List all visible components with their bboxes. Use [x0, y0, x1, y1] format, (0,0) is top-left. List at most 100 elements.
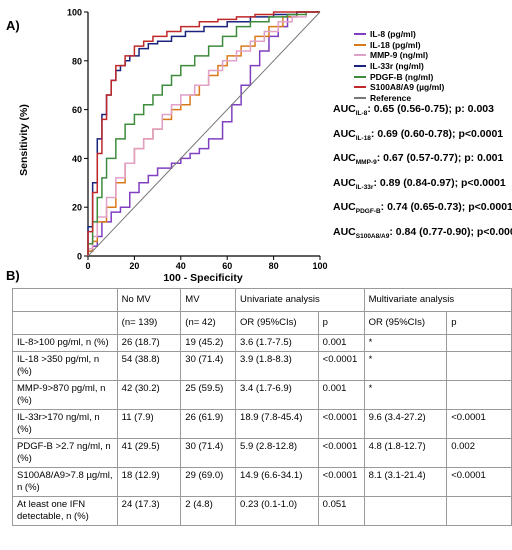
table-cell: 5.9 (2.8-12.8) — [235, 438, 319, 468]
roc-chart: 0 20 40 60 80 100 0 20 40 60 80 100 — [67, 8, 328, 272]
legend-swatch — [354, 54, 366, 57]
series-layer — [87, 11, 321, 257]
y-tick-label: 20 — [72, 203, 82, 213]
series-line-2 — [87, 11, 320, 256]
x-tick-label: 20 — [129, 261, 139, 271]
table-cell: 4.8 (1.8-12.7) — [363, 438, 448, 468]
y-tick-label: 80 — [72, 56, 82, 66]
legend-item: Reference — [354, 93, 444, 104]
table-row: IL-33r>170 ng/ml, n (%) 11 (7.9) 26 (61.9)… — [12, 409, 512, 439]
table-cell — [446, 351, 512, 381]
table-subheader-row: (n= 139) (n= 42) OR (95%CIs) p OR (95%CI… — [12, 311, 512, 335]
auc-subscript: PDGF-B — [355, 208, 381, 216]
row-label-cell: S100A8/A9>7.8 µg/ml, n (%) — [12, 467, 118, 497]
auc-prefix: AUC — [333, 127, 356, 140]
legend-label: PDGF-B (ng/ml) — [370, 71, 434, 82]
table-header-row: No MV MV Univariate analysis Multivariat… — [12, 288, 512, 312]
header-cell: Multivariate analysis — [363, 288, 512, 312]
table-cell: 0.002 — [446, 438, 512, 468]
auc-prefix: AUC — [333, 152, 356, 165]
header-cell — [12, 311, 118, 335]
series-line-1 — [87, 11, 320, 256]
table-cell — [446, 496, 512, 526]
table-row: MMP-9>870 pg/ml, n (%) 42 (30.2) 25 (59.5)… — [12, 380, 512, 410]
x-axis-label: 100 - Specificity — [163, 272, 243, 284]
table-cell: 2 (4.8) — [180, 496, 237, 526]
panel-b-label: B) — [6, 268, 20, 283]
table-cell: 3.4 (1.7-6.9) — [235, 380, 319, 410]
x-tick-label: 60 — [222, 261, 232, 271]
table-cell: 18.9 (7.8-45.4) — [235, 409, 319, 439]
table-row: PDGF-B >2.7 ng/ml, n (%) 41 (29.5) 30 (71.… — [12, 438, 512, 468]
header-cell: MV — [180, 288, 237, 312]
table-cell: 0.051 — [317, 496, 365, 526]
legend-swatch — [354, 43, 366, 46]
auc-subscript: S100A8/A9 — [355, 233, 390, 241]
table-cell: <0.0001 — [317, 351, 365, 381]
auc-annotation: AUCIL-18: 0.69 (0.60-0.78); p<0.0001 — [333, 128, 503, 142]
header-cell: p — [317, 311, 365, 335]
auc-prefix: AUC — [333, 201, 356, 214]
table-cell: 41 (29.5) — [116, 438, 182, 468]
legend-item: PDGF-B (ng/ml) — [354, 71, 444, 82]
auc-prefix: AUC — [333, 226, 356, 238]
header-cell: OR (95%CIs) — [235, 311, 319, 335]
legend-label: IL-33r (ng/ml) — [370, 61, 424, 72]
legend-swatch — [354, 33, 366, 36]
row-label-cell: IL-8>100 pg/ml, n (%) — [12, 334, 118, 352]
table-cell — [446, 380, 512, 410]
table-cell: 54 (38.8) — [116, 351, 182, 381]
legend-item: IL-18 (pg/ml) — [354, 40, 444, 51]
header-cell: (n= 42) — [180, 311, 237, 335]
auc-subscript: IL-18 — [355, 134, 371, 142]
auc-subscript: IL-8 — [355, 110, 368, 118]
table-cell: 8.1 (3.1-21.4) — [363, 467, 448, 497]
table-cell: 26 (18.7) — [116, 334, 182, 352]
table-cell: * — [363, 351, 448, 381]
table-cell: 3.6 (1.7-7.5) — [235, 334, 319, 352]
table-cell: 30 (71.4) — [180, 438, 237, 468]
x-tick-label: 40 — [176, 261, 186, 271]
results-table: No MV MV Univariate analysis Multivariat… — [12, 288, 512, 526]
chart-legend: IL-8 (pg/ml) IL-18 (pg/ml) MMP-9 (ng/ml) IL… — [354, 29, 444, 103]
legend-swatch — [354, 86, 366, 89]
table-cell: 11 (7.9) — [116, 409, 182, 439]
auc-value: : 0.67 (0.57-0.77); p: 0.001 — [376, 152, 504, 165]
auc-subscript: MMP-9 — [355, 159, 377, 167]
series-line-6 — [87, 11, 321, 257]
legend-label: MMP-9 (ng/ml) — [370, 50, 429, 61]
auc-annotation: AUCIL-8: 0.65 (0.56-0.75); p: 0.003 — [333, 103, 494, 117]
table-body: IL-8>100 pg/ml, n (%) 26 (18.7) 19 (45.2) 3… — [12, 334, 512, 526]
y-axis-label: Sensitivity (%) — [18, 104, 30, 176]
legend-item: S100A8/A9 (µg/ml) — [354, 82, 444, 93]
auc-prefix: AUC — [333, 176, 356, 189]
row-label-cell: IL-33r>170 ng/ml, n (%) — [12, 409, 118, 439]
table-cell: 24 (17.3) — [116, 496, 182, 526]
table-cell: 9.6 (3.4-27.2) — [363, 409, 448, 439]
row-label-cell: PDGF-B >2.7 ng/ml, n (%) — [12, 438, 118, 468]
legend-label: IL-18 (pg/ml) — [370, 39, 421, 50]
series-line-5 — [87, 11, 320, 256]
table-cell: <0.0001 — [446, 467, 512, 497]
legend-item: IL-33r (ng/ml) — [354, 61, 444, 72]
auc-value: : 0.74 (0.65-0.73); p<0.0001 — [380, 201, 512, 214]
header-cell: (n= 139) — [116, 311, 182, 335]
table-cell: 14.9 (6.6-34.1) — [235, 467, 319, 497]
y-tick-label: 40 — [72, 154, 82, 164]
table-cell: <0.0001 — [317, 467, 365, 497]
table-row: IL-8>100 pg/ml, n (%) 26 (18.7) 19 (45.2) 3… — [12, 334, 512, 352]
header-cell — [12, 288, 118, 312]
table-cell: * — [363, 380, 448, 410]
auc-annotation: AUCPDGF-B: 0.74 (0.65-0.73); p<0.0001 — [333, 201, 512, 215]
header-cell: p — [446, 311, 512, 335]
auc-value: : 0.89 (0.84-0.97); p<0.0001 — [373, 176, 506, 189]
series-line-4 — [87, 11, 320, 256]
legend-swatch — [354, 75, 366, 78]
table-cell — [446, 334, 512, 352]
y-tick-label: 60 — [72, 105, 82, 115]
auc-value: : 0.84 (0.77-0.90); p<0.0001 — [389, 226, 512, 238]
table-cell: 42 (30.2) — [116, 380, 182, 410]
row-label-cell: At least one IFN detectable, n (%) — [12, 496, 118, 526]
table-row: S100A8/A9>7.8 µg/ml, n (%) 18 (12.9) 29 (6… — [12, 467, 512, 497]
table-cell: 29 (69.0) — [180, 467, 237, 497]
